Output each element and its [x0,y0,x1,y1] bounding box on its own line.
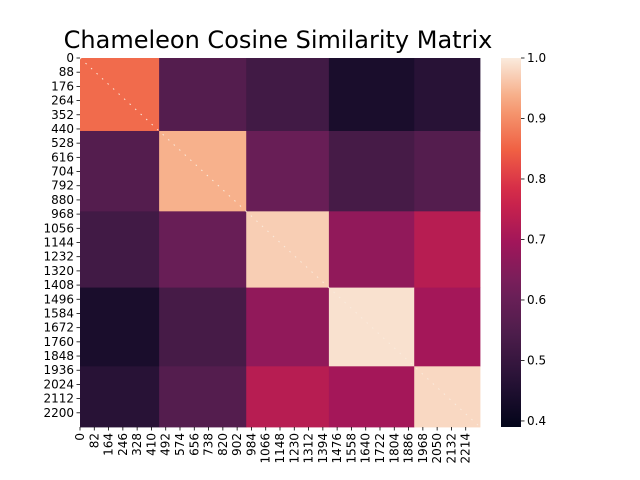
x-tick-label: 738 [202,433,216,456]
x-tick-label: 164 [102,433,116,456]
heatmap-block-3-2 [246,287,330,367]
y-tick-label: 792 [51,179,74,193]
x-tick-label: 1558 [344,433,358,464]
heatmap-block-4-4 [414,366,481,428]
y-tick-label: 0 [66,51,74,65]
heatmap-block-3-3 [328,287,415,367]
x-tick-label: 410 [144,433,158,456]
y-axis-ticks: 0881762643524405286167047928809681056114… [43,51,80,420]
heatmap-diagonal [79,57,481,428]
x-tick-label: 1230 [287,433,301,464]
y-tick-label: 88 [59,65,74,79]
x-tick-label: 2132 [444,433,458,464]
x-tick-label: 2050 [430,433,444,464]
heatmap-block-2-1 [159,211,247,288]
y-tick-label: 2200 [43,406,74,420]
x-tick-label: 82 [87,433,101,448]
y-tick-label: 616 [51,150,74,164]
colorbar-tick-label: 1.0 [527,51,546,65]
y-tick-label: 1408 [43,278,74,292]
x-tick-label: 1066 [259,433,273,464]
colorbar-tick-label: 0.5 [527,353,546,367]
y-tick-label: 1232 [43,250,74,264]
x-tick-label: 1968 [416,433,430,464]
y-tick-label: 1760 [43,335,74,349]
heatmap-block-0-1 [159,58,247,132]
y-tick-label: 176 [51,79,74,93]
y-tick-label: 528 [51,136,74,150]
heatmap-block-0-2 [246,58,330,132]
y-tick-label: 704 [51,165,74,179]
heatmap-block-2-3 [328,211,415,288]
colorbar [501,58,521,427]
y-tick-label: 1320 [43,264,74,278]
heatmap-block-0-4 [414,58,481,132]
y-tick-label: 968 [51,207,74,221]
heatmap-block-2-0 [80,211,160,288]
x-tick-label: 1722 [373,433,387,464]
heatmap-block-1-2 [246,130,330,212]
y-tick-label: 1496 [43,292,74,306]
x-tick-label: 1640 [359,433,373,464]
y-tick-label: 264 [51,94,74,108]
colorbar-tick-label: 0.4 [527,414,546,428]
x-tick-label: 0 [73,433,87,441]
x-tick-label: 1804 [387,433,401,464]
colorbar-tick-label: 0.9 [527,111,546,125]
x-axis-ticks: 0 82 164 246 328 410 492 574 656 738 820 902 984 1066… [73,427,473,464]
y-tick-label: 1848 [43,349,74,363]
y-tick-label: 1672 [43,321,74,335]
colorbar-tick-label: 0.8 [527,172,546,186]
heatmap-block-1-1 [159,130,247,212]
x-tick-label: 902 [230,433,244,456]
x-tick-label: 1886 [402,433,416,464]
x-tick-label: 1312 [302,433,316,464]
heatmap-block-1-4 [414,130,481,212]
y-tick-label: 440 [51,122,74,136]
heatmap-block-3-1 [159,287,247,367]
y-tick-label: 2024 [43,377,74,391]
heatmap-block-4-1 [159,366,247,428]
heatmap-block-3-0 [80,287,160,367]
x-tick-label: 492 [159,433,173,456]
heatmap-block-4-2 [246,366,330,428]
y-tick-label: 352 [51,108,74,122]
x-tick-label: 246 [116,433,130,456]
colorbar-ticks: 0.4 0.5 0.6 0.7 0.8 0.9 1.0 [521,51,546,428]
heatmap-block-2-4 [414,211,481,288]
heatmap-block-4-3 [328,366,415,428]
y-tick-label: 1144 [43,236,74,250]
y-tick-label: 2112 [43,392,74,406]
heatmap-block-1-0 [80,130,160,212]
y-tick-label: 1584 [43,306,74,320]
y-tick-label: 1056 [43,221,74,235]
heatmap-block-3-4 [414,287,481,367]
x-tick-label: 1394 [316,433,330,464]
heatmap-cells [80,58,481,428]
heatmap-block-4-0 [80,366,160,428]
x-tick-label: 574 [173,433,187,456]
chart-title: Chameleon Cosine Similarity Matrix [64,26,493,54]
colorbar-tick-label: 0.6 [527,293,546,307]
heatmap-block-0-3 [328,58,415,132]
y-tick-label: 1936 [43,363,74,377]
x-tick-label: 1476 [330,433,344,464]
x-tick-label: 820 [216,433,230,456]
x-tick-label: 656 [187,433,201,456]
x-tick-label: 328 [130,433,144,456]
x-tick-label: 984 [244,433,258,456]
colorbar-tick-label: 0.7 [527,232,546,246]
heatmap-block-2-2 [246,211,330,288]
x-tick-label: 2214 [459,433,473,464]
diagonal-line [79,57,481,428]
y-tick-label: 880 [51,193,74,207]
heatmap-block-1-3 [328,130,415,212]
x-tick-label: 1148 [273,433,287,464]
